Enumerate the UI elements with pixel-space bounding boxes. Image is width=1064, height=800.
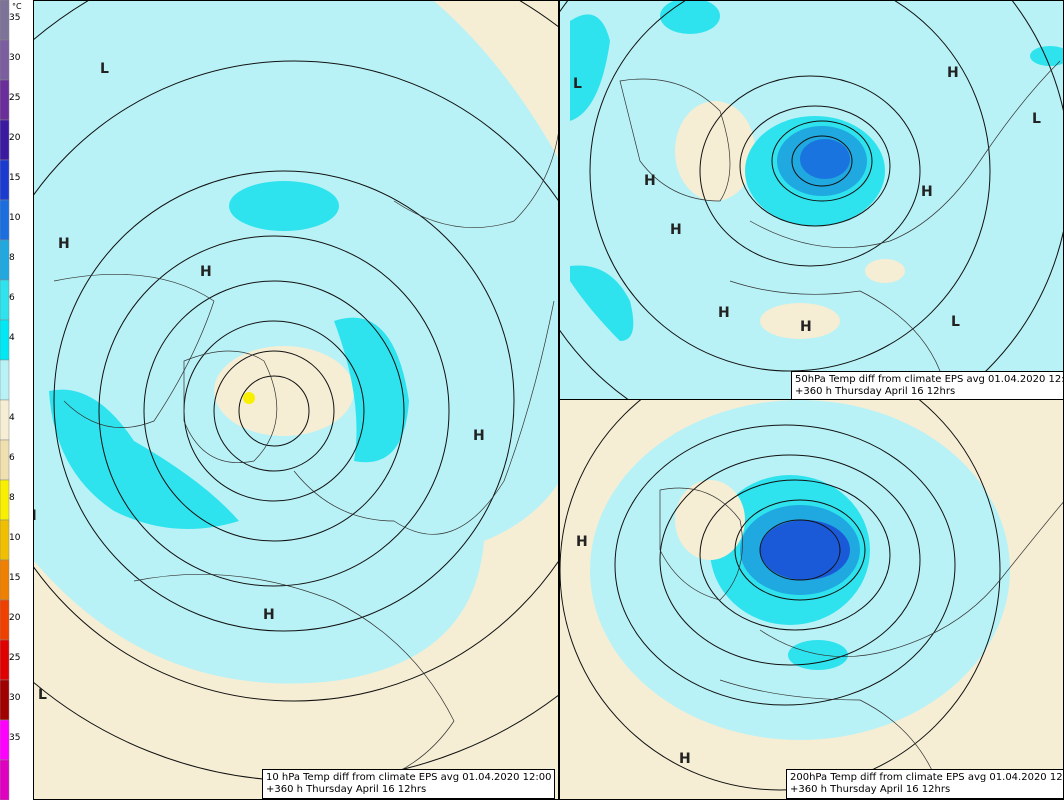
legend-swatch (0, 599, 10, 641)
pressure-marker: H (800, 319, 812, 335)
pressure-marker: L (951, 314, 960, 330)
map-panel-10hpa: L H H H H H L 10 hPa Temp diff from clim… (33, 0, 559, 800)
legend-label: 4 (9, 413, 15, 423)
legend-swatch (0, 559, 10, 601)
legend-label: 35 (9, 13, 21, 23)
legend-label: 25 (9, 653, 21, 663)
legend-swatch (0, 319, 10, 361)
map-panel-200hpa: H H 200hPa Temp diff from climate EPS av… (559, 399, 1064, 800)
legend-swatch (0, 639, 10, 681)
legend-swatch (0, 159, 10, 201)
legend-swatch (0, 399, 10, 441)
legend-swatch (0, 119, 10, 161)
legend-swatch (0, 679, 10, 721)
caption: 50hPa Temp diff from climate EPS avg 01.… (795, 374, 1064, 385)
legend-swatch (0, 79, 10, 121)
legend-swatches (0, 0, 10, 800)
legend-label: 10 (9, 533, 21, 543)
legend-swatch (0, 479, 10, 521)
legend-label: 35 (9, 733, 21, 743)
caption-box: 200hPa Temp diff from climate EPS avg 01… (786, 769, 1064, 799)
pressure-marker: H (263, 607, 275, 623)
legend-label: 15 (9, 173, 21, 183)
legend-label: 20 (9, 613, 21, 623)
pressure-marker: L (573, 76, 582, 92)
legend-swatch (0, 39, 10, 81)
legend-label: 8 (9, 493, 15, 503)
pressure-marker: H (947, 65, 959, 81)
pressure-marker: H (644, 173, 656, 189)
caption: 10 hPa Temp diff from climate EPS avg 01… (266, 772, 552, 783)
legend-label: 20 (9, 133, 21, 143)
caption-box: 10 hPa Temp diff from climate EPS avg 01… (262, 769, 556, 799)
legend-unit: °C (12, 2, 22, 11)
legend-swatch (0, 439, 10, 481)
legend-swatch (0, 239, 10, 281)
legend-swatch (0, 0, 10, 41)
pressure-marker: L (100, 61, 109, 77)
legend-swatch (0, 199, 10, 241)
legend-label: 4 (9, 333, 15, 343)
legend-label: 30 (9, 693, 21, 703)
legend-swatch (0, 719, 10, 761)
legend-label: 30 (9, 53, 21, 63)
legend-swatch (0, 359, 10, 401)
legend-label: 6 (9, 453, 15, 463)
pressure-marker: H (921, 184, 933, 200)
pressure-marker: L (1032, 111, 1041, 127)
pressure-marker: H (670, 222, 682, 238)
pressure-marker: H (34, 508, 37, 524)
pressure-marker: H (200, 264, 212, 280)
pressure-marker: H (576, 534, 588, 550)
subcaption: +360 h Thursday April 16 12hrs (790, 784, 951, 795)
pressure-marker: H (718, 305, 730, 321)
caption-box: 50hPa Temp diff from climate EPS avg 01.… (791, 371, 1064, 399)
pressure-marker: H (679, 751, 691, 767)
legend-label: 25 (9, 93, 21, 103)
pressure-marker: H (58, 236, 70, 252)
caption: 200hPa Temp diff from climate EPS avg 01… (790, 772, 1064, 783)
legend-label: 6 (9, 293, 15, 303)
legend-label: 10 (9, 213, 21, 223)
legend-swatch (0, 759, 10, 800)
legend-label: 15 (9, 573, 21, 583)
subcaption: +360 h Thursday April 16 12hrs (795, 386, 956, 397)
legend-label: 8 (9, 253, 15, 263)
pressure-marker: H (473, 428, 485, 444)
map-drawing (34, 1, 558, 799)
map-drawing (560, 1, 1063, 399)
pressure-marker: L (38, 687, 47, 703)
color-legend: °C 35 30 25 20 15 10 8 6 4 4 6 8 10 15 20 25 30 35 (0, 0, 33, 800)
legend-swatch (0, 279, 10, 321)
subcaption: +360 h Thursday April 16 12hrs (266, 784, 427, 795)
legend-swatch (0, 519, 10, 561)
map-panel-50hpa: L H H H H H H L L 50hPa Temp diff from c… (559, 0, 1064, 400)
map-drawing (560, 400, 1063, 799)
